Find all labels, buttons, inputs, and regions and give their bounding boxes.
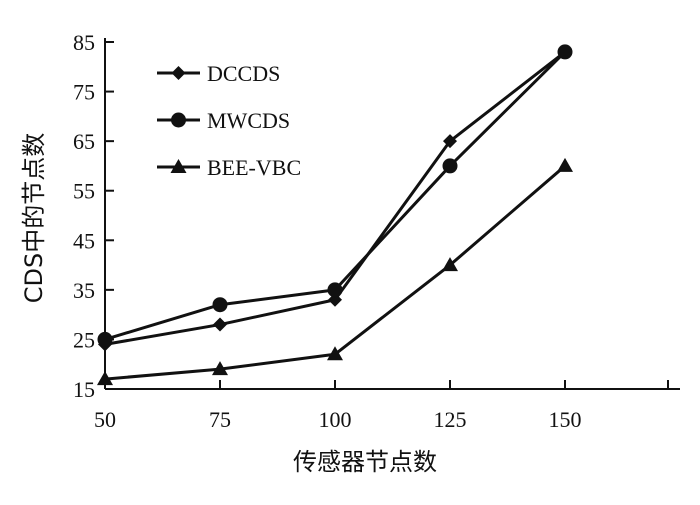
- x-tick-label: 125: [434, 407, 467, 432]
- legend-item: BEE-VBC: [157, 155, 301, 180]
- legend: DCCDS MWCDS BEE-VBC: [157, 61, 301, 180]
- axes: 15 25 35 45 55 65 75 85 50 75 100 125 150: [73, 30, 680, 432]
- x-tick-label: 100: [319, 407, 352, 432]
- legend-marker-diamond: [171, 66, 186, 80]
- y-tick-label: 75: [73, 80, 95, 105]
- data-point-diamond: [213, 317, 227, 332]
- x-tick-label: 50: [94, 407, 116, 432]
- data-point-triangle: [442, 257, 458, 272]
- series-bee-vbc: [97, 157, 573, 386]
- y-tick-label: 15: [73, 377, 95, 402]
- legend-marker-circle: [171, 112, 186, 128]
- y-tick-label: 25: [73, 327, 95, 352]
- data-point-circle: [442, 158, 458, 174]
- series-group: [97, 44, 573, 386]
- y-axis-title: CDS中的节点数: [20, 133, 48, 303]
- data-point-circle: [327, 282, 343, 298]
- series-mwcds: [97, 44, 573, 347]
- legend-label: BEE-VBC: [207, 155, 301, 180]
- data-point-triangle: [97, 371, 113, 386]
- y-tick-label: 55: [73, 179, 95, 204]
- x-tick-label: 150: [549, 407, 582, 432]
- data-point-triangle: [327, 346, 343, 361]
- data-point-diamond: [443, 134, 457, 149]
- y-tick-label: 35: [73, 278, 95, 303]
- series-dccds: [98, 44, 572, 352]
- legend-label: MWCDS: [207, 108, 290, 133]
- data-point-triangle: [212, 361, 228, 376]
- data-point-triangle: [557, 157, 573, 172]
- data-point-circle: [97, 331, 113, 347]
- y-tick-label: 65: [73, 129, 95, 154]
- legend-marker-triangle: [170, 159, 187, 173]
- legend-item: DCCDS: [157, 61, 280, 86]
- legend-label: DCCDS: [207, 61, 280, 86]
- data-point-circle: [557, 44, 573, 60]
- x-axis-title: 传感器节点数: [293, 448, 437, 476]
- y-tick-label: 45: [73, 228, 95, 253]
- x-tick-label: 75: [209, 407, 231, 432]
- data-point-circle: [212, 297, 228, 313]
- y-tick-label: 85: [73, 30, 95, 55]
- legend-item: MWCDS: [157, 108, 290, 133]
